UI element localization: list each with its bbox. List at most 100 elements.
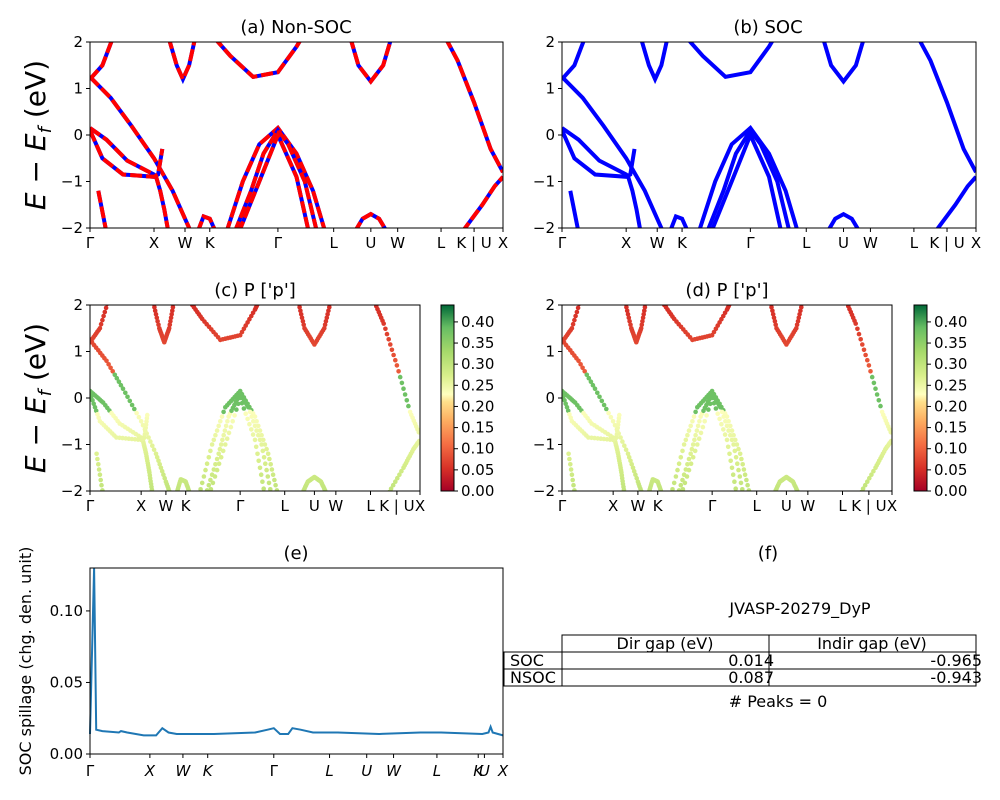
- band-point: [100, 317, 105, 323]
- band-point: [95, 412, 100, 417]
- band-line: [822, 42, 865, 85]
- colorbar-tick-label: 0.20: [461, 397, 494, 415]
- x-tick-label: Γ: [86, 497, 95, 515]
- band-point: [576, 358, 581, 364]
- band-point: [116, 379, 122, 385]
- band-point: [207, 493, 212, 498]
- band-point: [391, 352, 396, 358]
- band-point: [156, 458, 161, 464]
- band-point: [634, 475, 639, 481]
- band-point: [90, 398, 95, 403]
- panel-a-ylabel: E − Ef (eV): [19, 60, 56, 210]
- band-point: [251, 419, 256, 424]
- band-point: [169, 312, 174, 317]
- band-point: [866, 363, 872, 368]
- band-point: [571, 482, 576, 488]
- band-point: [728, 423, 733, 429]
- band-line-overlay: [349, 42, 393, 85]
- x-tick-label: X: [621, 234, 631, 252]
- band-point: [725, 444, 731, 450]
- band-point: [322, 322, 328, 328]
- band-point: [90, 394, 94, 400]
- colorbar-tick-label: 0.05: [461, 461, 494, 479]
- y-tick-label: −2: [533, 482, 555, 500]
- band-point: [562, 391, 565, 396]
- band-point: [733, 437, 738, 443]
- band-point: [738, 480, 744, 486]
- points-clip: [90, 300, 420, 498]
- band-point: [646, 491, 651, 496]
- band-point: [688, 451, 693, 457]
- band-point: [708, 401, 713, 407]
- band-point: [255, 423, 261, 429]
- band-point: [261, 486, 266, 491]
- band-point: [626, 455, 632, 460]
- band-point: [692, 437, 697, 443]
- x-tick-label: W: [650, 234, 665, 252]
- band-line-overlay: [445, 42, 503, 174]
- x-tick-label: X: [136, 497, 146, 515]
- band-point: [595, 390, 600, 396]
- band-line: [935, 175, 976, 228]
- band-line-overlay: [215, 42, 302, 80]
- band-point: [416, 438, 420, 444]
- band-point: [563, 401, 568, 407]
- band-point: [402, 392, 408, 397]
- band-point: [737, 451, 743, 457]
- band-point: [93, 408, 99, 414]
- panel-e-title: (e): [283, 543, 308, 564]
- band-point: [693, 432, 698, 438]
- x-tick-label: U: [309, 497, 320, 515]
- band-point: [606, 410, 611, 416]
- band-point: [688, 423, 693, 429]
- band-point: [873, 386, 878, 392]
- band-point: [268, 462, 274, 467]
- band-point: [125, 394, 130, 400]
- band-point: [865, 357, 870, 363]
- colorbar-tick-label: 0.00: [934, 482, 967, 500]
- band-point: [680, 448, 685, 454]
- band-point: [863, 352, 868, 358]
- x-tick-label: X: [149, 234, 159, 252]
- band-point: [688, 461, 694, 467]
- band-point: [867, 475, 872, 481]
- band-point: [675, 493, 680, 498]
- panel-d-colorbar-ticks: 0.40 0.35 0.30 0.25 0.20 0.15 0.10 0.05 0.00: [927, 313, 967, 500]
- band-point: [628, 322, 633, 328]
- band-point: [100, 488, 105, 491]
- band-point: [213, 432, 218, 438]
- band-point: [256, 300, 261, 305]
- x-tick-label: K: [473, 762, 484, 780]
- band-point: [685, 462, 690, 467]
- band-point: [862, 482, 868, 488]
- band-point: [608, 414, 614, 420]
- band-point: [243, 411, 248, 417]
- band-line-overlay: [238, 129, 310, 228]
- band-point: [98, 321, 104, 327]
- band-point: [855, 326, 860, 332]
- band-point: [567, 412, 572, 417]
- band-point: [230, 419, 235, 424]
- band-point: [670, 487, 675, 491]
- band-point: [246, 405, 251, 410]
- band-point: [678, 482, 684, 488]
- panel-a-bands: [90, 42, 503, 228]
- band-point: [197, 493, 202, 498]
- band-point: [99, 482, 104, 488]
- band-point: [213, 462, 218, 467]
- band-point: [562, 398, 567, 403]
- x-tick-label: X: [971, 234, 981, 252]
- band-point: [794, 326, 799, 331]
- band-point: [570, 321, 576, 327]
- band-point: [568, 462, 573, 467]
- y-tick-label: 0: [73, 126, 83, 144]
- x-tick-label: U: [365, 234, 376, 252]
- band-point: [679, 493, 684, 498]
- band-point: [401, 386, 406, 392]
- colorbar-tick-label: 0.40: [461, 313, 494, 331]
- band-line-overlay: [167, 42, 197, 85]
- band-point: [97, 326, 103, 331]
- band-point: [731, 442, 736, 447]
